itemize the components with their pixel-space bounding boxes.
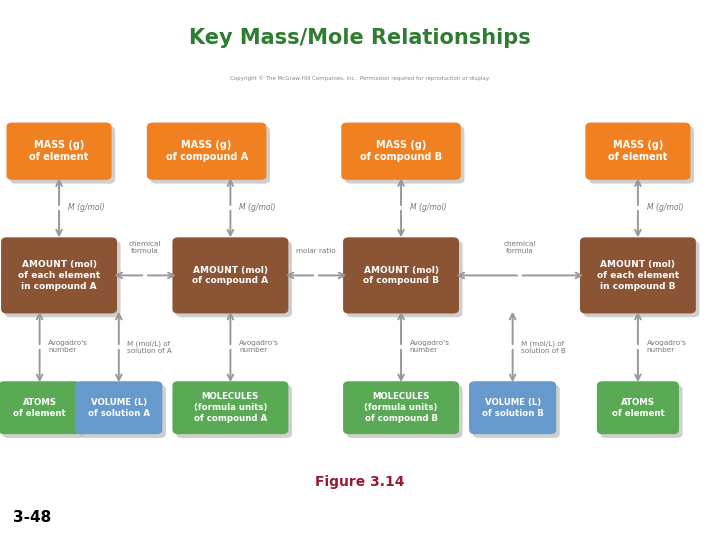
- FancyBboxPatch shape: [343, 381, 459, 434]
- Text: MOLECULES
(formula units)
of compound A: MOLECULES (formula units) of compound A: [194, 393, 267, 423]
- Text: AMOUNT (mol)
of each element
in compound A: AMOUNT (mol) of each element in compound…: [18, 260, 100, 291]
- FancyBboxPatch shape: [76, 381, 163, 434]
- Text: MASS (g)
of element: MASS (g) of element: [608, 140, 667, 162]
- FancyBboxPatch shape: [2, 385, 84, 438]
- Text: Copyright © The McGraw-Hill Companies, Inc.  Permission required for reproductio: Copyright © The McGraw-Hill Companies, I…: [230, 76, 490, 81]
- FancyBboxPatch shape: [597, 381, 679, 434]
- Text: Avogadro's
number: Avogadro's number: [239, 340, 279, 354]
- Text: Avogadro's
number: Avogadro's number: [410, 340, 450, 354]
- Text: VOLUME (L)
of solution B: VOLUME (L) of solution B: [482, 398, 544, 417]
- FancyBboxPatch shape: [600, 385, 683, 438]
- Text: M (mol/L) of
solution of B: M (mol/L) of solution of B: [521, 340, 566, 354]
- Text: AMOUNT (mol)
of each element
in compound B: AMOUNT (mol) of each element in compound…: [597, 260, 679, 291]
- Text: Avogadro's
number: Avogadro's number: [48, 340, 89, 354]
- FancyBboxPatch shape: [176, 241, 292, 317]
- Text: MOLECULES
(formula units)
of compound B: MOLECULES (formula units) of compound B: [364, 393, 438, 423]
- FancyBboxPatch shape: [347, 241, 463, 317]
- Text: Μ (g/mol): Μ (g/mol): [647, 204, 683, 212]
- FancyBboxPatch shape: [176, 385, 292, 438]
- FancyBboxPatch shape: [583, 241, 700, 317]
- FancyBboxPatch shape: [147, 123, 266, 180]
- FancyBboxPatch shape: [6, 123, 112, 180]
- Text: Μ (g/mol): Μ (g/mol): [68, 204, 104, 212]
- FancyBboxPatch shape: [150, 126, 270, 184]
- FancyBboxPatch shape: [343, 238, 459, 313]
- Text: MASS (g)
of compound B: MASS (g) of compound B: [360, 140, 442, 162]
- FancyBboxPatch shape: [589, 126, 694, 184]
- Text: chemical
formula: chemical formula: [504, 241, 536, 254]
- FancyBboxPatch shape: [0, 381, 81, 434]
- Text: AMOUNT (mol)
of compound B: AMOUNT (mol) of compound B: [363, 266, 439, 285]
- FancyBboxPatch shape: [173, 238, 288, 313]
- Text: Μ (g/mol): Μ (g/mol): [239, 204, 276, 212]
- FancyBboxPatch shape: [580, 238, 696, 313]
- Text: Key Mass/Mole Relationships: Key Mass/Mole Relationships: [189, 28, 531, 48]
- FancyBboxPatch shape: [469, 381, 556, 434]
- FancyBboxPatch shape: [585, 123, 690, 180]
- Text: 3-48: 3-48: [13, 510, 51, 525]
- Text: chemical
formula: chemical formula: [129, 241, 161, 254]
- FancyBboxPatch shape: [79, 385, 166, 438]
- FancyBboxPatch shape: [1, 238, 117, 313]
- Text: VOLUME (L)
of solution A: VOLUME (L) of solution A: [88, 398, 150, 417]
- Text: MASS (g)
of element: MASS (g) of element: [30, 140, 89, 162]
- FancyBboxPatch shape: [347, 385, 463, 438]
- FancyBboxPatch shape: [173, 381, 288, 434]
- Text: AMOUNT (mol)
of compound A: AMOUNT (mol) of compound A: [192, 266, 269, 285]
- Text: Μ (g/mol): Μ (g/mol): [410, 204, 446, 212]
- FancyBboxPatch shape: [5, 241, 121, 317]
- FancyBboxPatch shape: [473, 385, 560, 438]
- Text: Figure 3.14: Figure 3.14: [315, 475, 405, 489]
- Text: ATOMS
of element: ATOMS of element: [13, 398, 66, 417]
- Text: M (mol/L) of
solution of A: M (mol/L) of solution of A: [127, 340, 172, 354]
- Text: molar ratio: molar ratio: [296, 248, 336, 254]
- Text: Avogadro's
number: Avogadro's number: [647, 340, 687, 354]
- FancyBboxPatch shape: [341, 123, 461, 180]
- Text: MASS (g)
of compound A: MASS (g) of compound A: [166, 140, 248, 162]
- FancyBboxPatch shape: [10, 126, 115, 184]
- FancyBboxPatch shape: [345, 126, 464, 184]
- Text: ATOMS
of element: ATOMS of element: [611, 398, 665, 417]
